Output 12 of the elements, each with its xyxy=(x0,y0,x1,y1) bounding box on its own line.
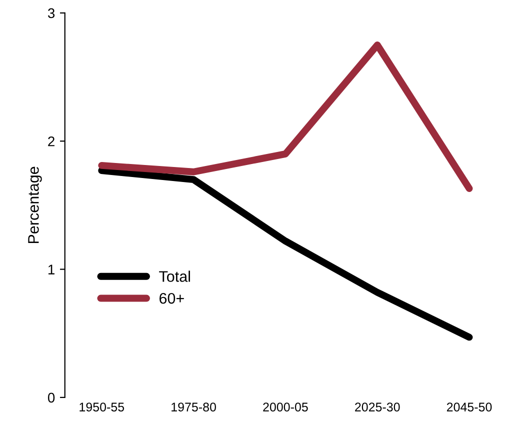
x-tick-label: 1950-55 xyxy=(80,402,124,412)
y-tick-label: 2 xyxy=(48,136,54,146)
y-tick-label: 1 xyxy=(48,264,54,274)
y-tick-label: 3 xyxy=(48,8,55,18)
x-tick-label: 2000-05 xyxy=(263,402,308,412)
x-tick-label: 2045-50 xyxy=(446,402,492,412)
x-tick-label: 1975-80 xyxy=(172,402,216,412)
y-tick-label: 0 xyxy=(48,392,55,403)
x-tick-label: 2025-30 xyxy=(355,402,400,412)
y-axis-title: Percentage xyxy=(28,166,42,244)
legend-label: 60+ xyxy=(160,292,184,304)
legend-label: Total xyxy=(159,270,190,282)
